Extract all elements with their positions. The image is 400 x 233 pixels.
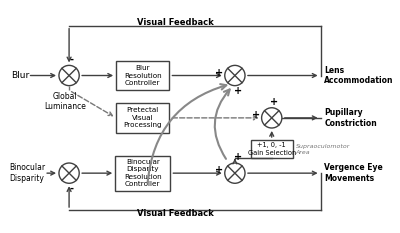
- FancyBboxPatch shape: [116, 61, 170, 90]
- Text: Binocular
Disparity
Resolution
Controller: Binocular Disparity Resolution Controlle…: [124, 159, 162, 187]
- Text: Binocular: Binocular: [9, 163, 45, 172]
- Circle shape: [59, 65, 79, 86]
- Circle shape: [262, 108, 282, 128]
- Text: +: +: [215, 68, 223, 78]
- Text: +: +: [234, 152, 242, 162]
- Text: Supraoculomotor
Area: Supraoculomotor Area: [296, 144, 350, 155]
- Text: +1, 0, -1
Gain Selection: +1, 0, -1 Gain Selection: [248, 142, 296, 156]
- Text: Visual Feedback: Visual Feedback: [137, 17, 213, 27]
- Circle shape: [225, 163, 245, 183]
- Text: +: +: [270, 97, 278, 107]
- Text: Pretectal
Visual
Processing: Pretectal Visual Processing: [124, 107, 162, 128]
- Text: -: -: [70, 55, 74, 65]
- Text: Lens
Accommodation: Lens Accommodation: [324, 66, 394, 85]
- Text: +: +: [234, 86, 242, 96]
- FancyBboxPatch shape: [116, 103, 170, 133]
- Text: Global
Luminance: Global Luminance: [44, 92, 86, 111]
- FancyBboxPatch shape: [250, 140, 293, 158]
- Circle shape: [225, 65, 245, 86]
- Text: +: +: [252, 110, 260, 120]
- Text: Vergence Eye
Movements: Vergence Eye Movements: [324, 164, 383, 183]
- Text: +: +: [215, 165, 223, 175]
- FancyBboxPatch shape: [115, 156, 170, 191]
- Text: Pupillary
Constriction: Pupillary Constriction: [324, 108, 377, 128]
- Circle shape: [59, 163, 79, 183]
- Text: Disparity: Disparity: [9, 174, 44, 183]
- Text: -: -: [70, 184, 74, 194]
- Text: Blur
Resolution
Controller: Blur Resolution Controller: [124, 65, 162, 86]
- Text: Blur: Blur: [11, 71, 29, 80]
- Text: Visual Feedback: Visual Feedback: [137, 209, 213, 218]
